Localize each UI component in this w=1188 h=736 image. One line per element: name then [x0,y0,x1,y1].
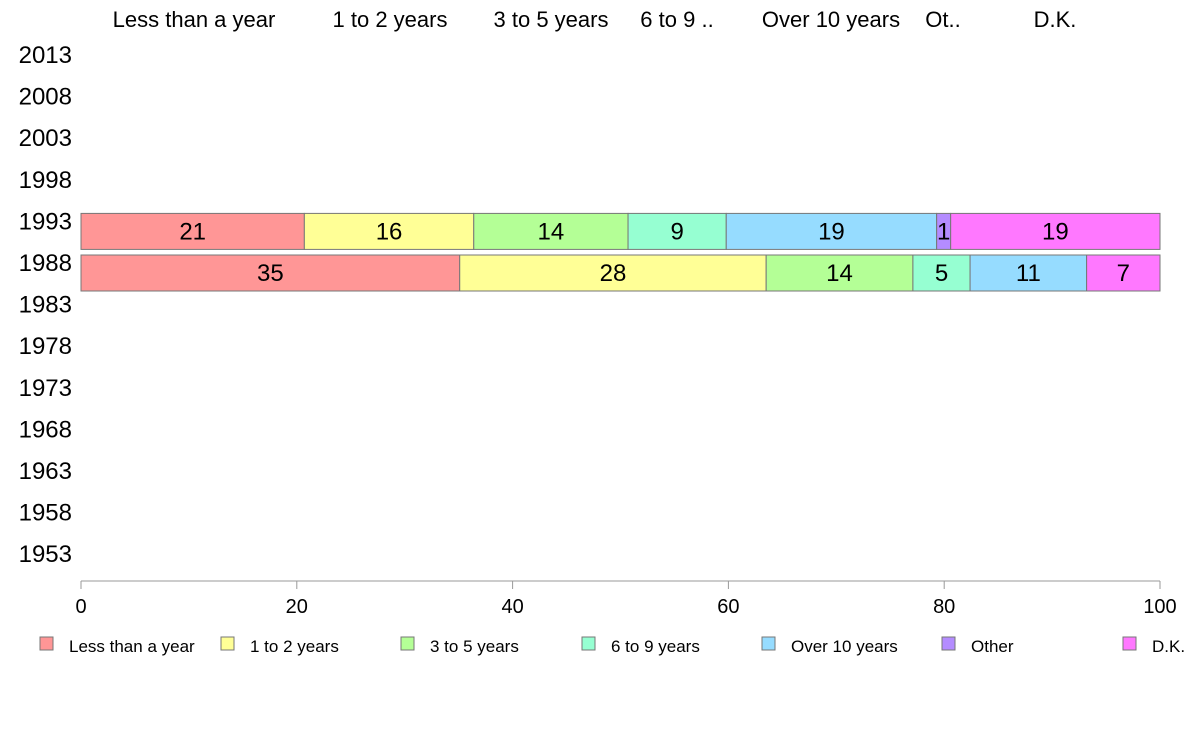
bar-segment [969,254,1088,292]
data-label: 7 [1117,260,1130,287]
year-label: 1993 [19,208,72,235]
legend: Less than a year 1 to 2 years 3 to 5 years… [39,636,1185,656]
legend-label: 1 to 2 years [250,637,339,656]
year-label: 2008 [19,84,72,111]
year-label: 2003 [19,125,72,152]
legend-label: Less than a year [69,637,195,656]
legend-item: D.K. [1122,636,1185,656]
legend-label: D.K. [1152,637,1185,656]
bar-segment [80,212,305,250]
legend-swatch [220,636,235,651]
year-label: 1998 [19,167,72,194]
legend-item: 1 to 2 years [220,636,339,656]
legend-label: Over 10 years [791,637,898,656]
x-tick-label: 20 [286,596,308,618]
legend-label: 3 to 5 years [430,637,519,656]
legend-swatch [941,636,956,651]
legend-item: 6 to 9 years [581,636,700,656]
legend-swatch [581,636,596,651]
year-labels: 2013 2008 2003 1998 1993 1988 1983 1978 1973 1968… [19,42,72,568]
year-label: 1953 [19,541,72,568]
year-label: 1983 [19,292,72,319]
data-label: 14 [826,260,853,287]
bar-segment [765,254,914,292]
data-label: 9 [670,218,683,245]
data-label: 28 [600,260,627,287]
bars: 21 16 14 9 19 1 19 35 28 14 5 11 7 [80,212,1161,292]
data-label: 11 [1016,260,1041,287]
legend-swatch [400,636,415,651]
x-tick-label: 80 [933,596,955,618]
year-label: 1968 [19,416,72,443]
x-axis: 0 20 40 60 80 100 [75,580,1177,618]
bar-segment [1086,254,1161,292]
bar-segment [459,254,767,292]
bar-segment [725,212,938,250]
year-label: 1988 [19,250,72,277]
x-tick-label: 40 [501,596,523,618]
data-label: 19 [1042,218,1069,245]
column-header: D.K. [1034,7,1077,32]
bar-segment [473,212,629,250]
year-label: 1958 [19,500,72,527]
data-label: 35 [257,260,284,287]
data-label: 21 [179,218,206,245]
column-header: 6 to 9 .. [640,7,713,32]
legend-swatch [1122,636,1137,651]
legend-item: Other [941,636,1014,656]
legend-label: Other [971,637,1014,656]
legend-swatch [39,636,54,651]
x-tick-label: 60 [717,596,739,618]
column-header: Over 10 years [762,7,900,32]
legend-item: 3 to 5 years [400,636,519,656]
x-tick-label: 0 [75,596,86,618]
legend-label: 6 to 9 years [611,637,700,656]
year-label: 2013 [19,42,72,69]
data-label: 19 [818,218,845,245]
legend-swatch [761,636,776,651]
column-header: 1 to 2 years [333,7,448,32]
legend-item: Over 10 years [761,636,898,656]
x-tick-label: 100 [1143,596,1176,618]
data-label: 1 [937,218,950,245]
data-label: 14 [538,218,565,245]
data-label: 5 [935,260,948,287]
column-header: Less than a year [113,7,276,32]
year-label: 1978 [19,333,72,360]
column-header: 3 to 5 years [494,7,609,32]
bar-segment [950,212,1161,250]
column-headers: Less than a year 1 to 2 years 3 to 5 years… [113,7,1077,32]
legend-item: Less than a year [39,636,195,656]
data-label: 16 [376,218,403,245]
bar-segment [912,254,971,292]
year-label: 1973 [19,375,72,402]
year-label: 1963 [19,458,72,485]
bar-segment [303,212,475,250]
bar-segment [80,254,461,292]
column-header: Ot.. [925,7,960,32]
